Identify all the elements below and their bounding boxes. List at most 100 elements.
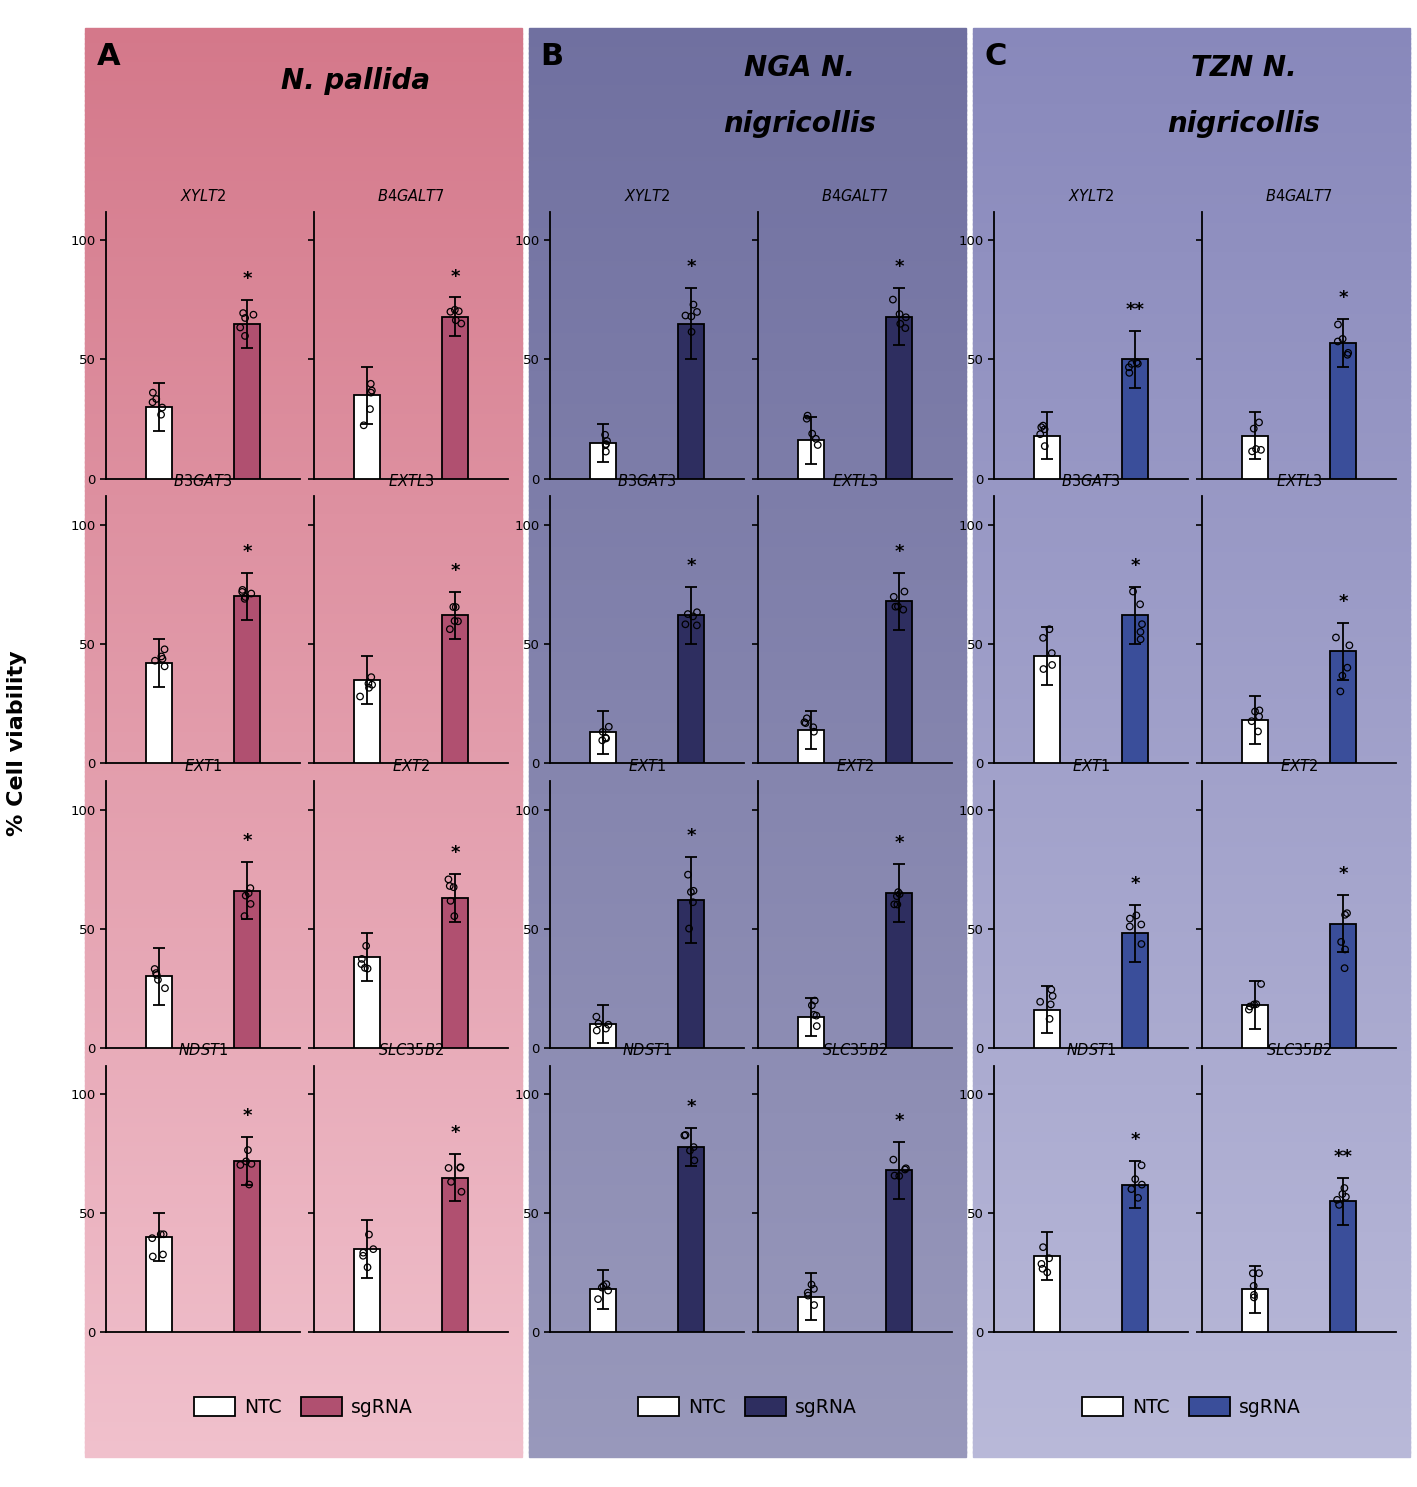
Bar bbox=[1329, 923, 1356, 1048]
Point bbox=[150, 403, 173, 427]
Bar bbox=[442, 616, 468, 763]
Point bbox=[448, 299, 470, 323]
Text: $\it{EXTL3}$: $\it{EXTL3}$ bbox=[1275, 473, 1322, 489]
Bar bbox=[146, 1237, 173, 1332]
Point bbox=[1243, 1286, 1265, 1310]
Point bbox=[439, 889, 462, 913]
Point bbox=[360, 381, 383, 404]
Text: *: * bbox=[894, 834, 904, 852]
Point bbox=[886, 892, 908, 916]
Bar bbox=[442, 1178, 468, 1332]
Point bbox=[1033, 418, 1056, 442]
Point bbox=[802, 715, 825, 739]
Bar bbox=[677, 900, 704, 1048]
Point bbox=[1129, 913, 1152, 937]
Point bbox=[1241, 1261, 1264, 1285]
Point bbox=[1039, 1007, 1061, 1030]
Point bbox=[439, 300, 462, 324]
Point bbox=[1127, 1187, 1149, 1210]
Point bbox=[142, 381, 164, 404]
Text: $\it{NDST1}$: $\it{NDST1}$ bbox=[179, 1042, 228, 1059]
Point bbox=[239, 876, 262, 900]
Point bbox=[1040, 977, 1063, 1001]
Point bbox=[152, 647, 174, 671]
Point bbox=[1331, 1182, 1353, 1206]
Point bbox=[237, 882, 259, 906]
Bar bbox=[798, 1297, 825, 1332]
Point bbox=[591, 720, 614, 744]
Point bbox=[357, 672, 380, 696]
Point bbox=[680, 305, 703, 329]
Point bbox=[234, 904, 256, 928]
Point bbox=[1333, 938, 1356, 962]
Point bbox=[1336, 656, 1359, 680]
Point bbox=[235, 1149, 258, 1173]
Point bbox=[445, 308, 468, 332]
Point bbox=[1039, 617, 1061, 641]
Bar bbox=[589, 732, 616, 763]
Text: *: * bbox=[1131, 1132, 1139, 1149]
Point bbox=[587, 1288, 609, 1312]
Text: *: * bbox=[686, 558, 696, 575]
Bar bbox=[1329, 342, 1356, 479]
Point bbox=[1127, 352, 1149, 376]
Point bbox=[1247, 720, 1270, 744]
Point bbox=[676, 602, 699, 626]
Point bbox=[1032, 657, 1054, 681]
Point bbox=[595, 1273, 618, 1297]
Point bbox=[145, 961, 167, 984]
Point bbox=[803, 989, 826, 1013]
Point bbox=[888, 312, 911, 336]
Legend: NTC, sgRNA: NTC, sgRNA bbox=[1081, 1396, 1301, 1417]
Point bbox=[1118, 915, 1141, 938]
Point bbox=[360, 379, 383, 403]
Point bbox=[446, 610, 469, 633]
Point bbox=[444, 297, 466, 321]
Text: % Cell viability: % Cell viability bbox=[7, 651, 27, 836]
Point bbox=[1125, 351, 1148, 375]
Point bbox=[887, 880, 910, 904]
Point bbox=[894, 1157, 917, 1181]
Text: $\it{SLC35B2}$: $\it{SLC35B2}$ bbox=[1265, 1042, 1332, 1059]
Text: $\it{B3GAT3}$: $\it{B3GAT3}$ bbox=[1061, 473, 1121, 489]
Bar bbox=[1241, 720, 1268, 763]
Bar bbox=[798, 1017, 825, 1048]
Point bbox=[239, 1152, 262, 1176]
Point bbox=[234, 883, 256, 907]
Point bbox=[595, 440, 618, 464]
Point bbox=[585, 1019, 608, 1042]
Point bbox=[1335, 1185, 1357, 1209]
Point bbox=[795, 407, 818, 431]
Point bbox=[1033, 434, 1056, 458]
Point bbox=[442, 595, 465, 619]
Text: *: * bbox=[1131, 874, 1139, 892]
Bar bbox=[234, 596, 261, 763]
Point bbox=[438, 874, 461, 898]
Point bbox=[146, 968, 169, 992]
Text: $\it{XYLT2}$: $\it{XYLT2}$ bbox=[1068, 189, 1114, 204]
Bar bbox=[1122, 934, 1148, 1048]
Bar bbox=[442, 898, 468, 1048]
Point bbox=[234, 306, 256, 330]
Point bbox=[234, 584, 256, 608]
Point bbox=[234, 324, 256, 348]
Point bbox=[1332, 327, 1355, 351]
Text: *: * bbox=[242, 833, 252, 851]
Text: *: * bbox=[1338, 288, 1348, 306]
Point bbox=[686, 601, 708, 625]
Point bbox=[153, 977, 176, 1001]
Text: $\it{EXT1}$: $\it{EXT1}$ bbox=[184, 757, 222, 773]
Point bbox=[1243, 1283, 1265, 1307]
Bar bbox=[1034, 436, 1060, 479]
Point bbox=[451, 1179, 473, 1203]
Point bbox=[595, 727, 618, 751]
Bar bbox=[677, 616, 704, 763]
Point bbox=[1029, 422, 1051, 446]
Text: $\it{NDST1}$: $\it{NDST1}$ bbox=[622, 1042, 672, 1059]
Text: C: C bbox=[985, 42, 1006, 71]
Point bbox=[1040, 653, 1063, 677]
Point bbox=[149, 1222, 171, 1246]
Point bbox=[806, 433, 829, 457]
Point bbox=[1326, 1188, 1349, 1212]
Point bbox=[1246, 992, 1268, 1016]
